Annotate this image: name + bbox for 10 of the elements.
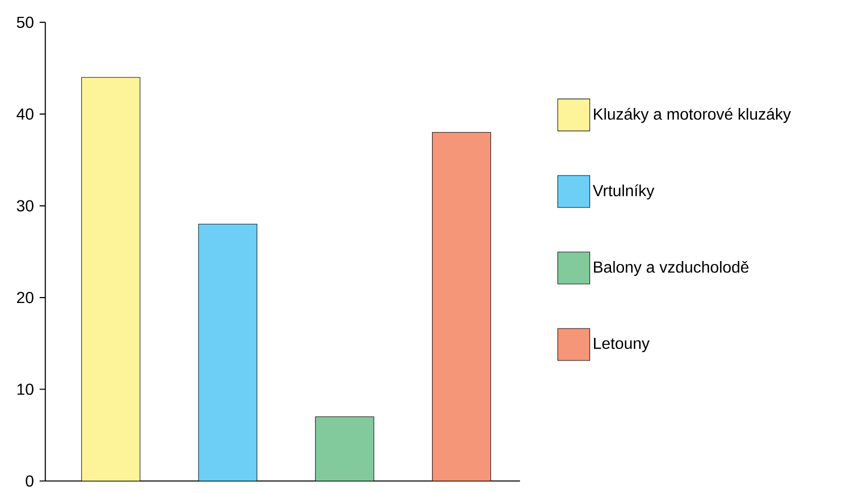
- y-tick-label: 30: [16, 200, 34, 212]
- legend-label: Kluzáky a motorové kluzáky: [594, 108, 791, 123]
- legend-label: Balony a vzducholodě: [594, 260, 748, 276]
- y-tick-label: 10: [17, 384, 34, 395]
- legend-label: Letouny: [594, 338, 650, 352]
- y-tick-label: 0: [26, 475, 34, 487]
- legend-label: Vrtulníky: [592, 184, 654, 200]
- y-tick-label: 40: [16, 108, 34, 120]
- y-tick-label: 20: [17, 292, 34, 304]
- y-tick-label: 50: [16, 16, 34, 28]
